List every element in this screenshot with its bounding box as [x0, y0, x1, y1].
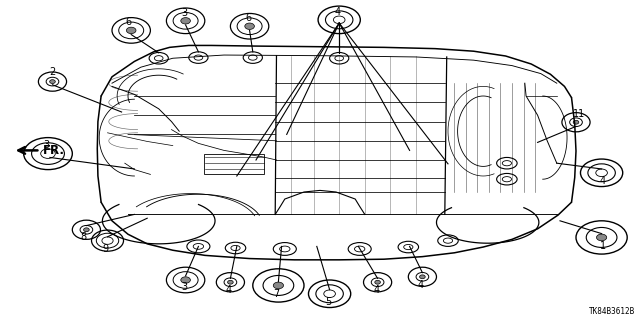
Ellipse shape — [228, 280, 233, 284]
Ellipse shape — [420, 275, 425, 279]
Ellipse shape — [127, 27, 136, 34]
Text: 4: 4 — [335, 7, 341, 17]
Ellipse shape — [573, 120, 579, 124]
Ellipse shape — [244, 23, 255, 29]
Text: 7: 7 — [273, 289, 280, 299]
Text: TK84B3612B: TK84B3612B — [589, 307, 636, 316]
Text: 4: 4 — [418, 280, 424, 290]
Ellipse shape — [596, 234, 607, 241]
Text: 4: 4 — [226, 284, 232, 295]
Ellipse shape — [180, 18, 191, 24]
Ellipse shape — [273, 282, 284, 289]
Text: 6: 6 — [245, 12, 252, 23]
Ellipse shape — [180, 277, 191, 283]
Text: 4: 4 — [373, 284, 380, 295]
Text: 4: 4 — [600, 176, 606, 186]
Ellipse shape — [84, 228, 89, 232]
Text: 9: 9 — [102, 244, 109, 254]
Text: 1: 1 — [600, 241, 606, 251]
Text: 8: 8 — [80, 232, 86, 243]
Text: 3: 3 — [181, 8, 188, 19]
Text: 5: 5 — [325, 297, 332, 307]
Text: 3: 3 — [43, 140, 49, 150]
Text: 3: 3 — [181, 282, 188, 292]
Text: 2: 2 — [49, 67, 56, 77]
Text: FR.: FR. — [43, 144, 65, 157]
Ellipse shape — [375, 280, 380, 284]
Text: 11: 11 — [573, 108, 586, 119]
Text: 6: 6 — [125, 17, 131, 28]
Ellipse shape — [50, 80, 55, 84]
